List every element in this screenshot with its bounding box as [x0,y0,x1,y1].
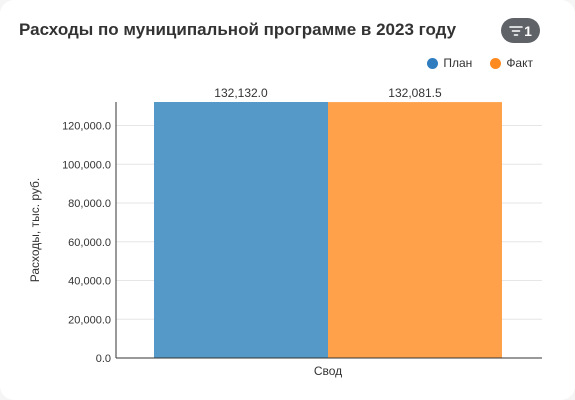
y-axis-title: Расходы, тыс. руб. [28,178,42,283]
legend-item-plan[interactable]: План [427,56,472,70]
y-tick-label: 20,000.0 [68,314,111,326]
legend-label-plan: План [443,56,473,70]
y-tick-label: 0.0 [96,353,111,365]
filter-count: 1 [524,22,532,39]
chart-title: Расходы по муниципальной программе в 202… [19,20,457,39]
y-tick-label: 60,000.0 [68,237,111,249]
y-tick-label: 80,000.0 [68,198,111,210]
y-tick-label: 100,000.0 [62,159,111,171]
filter-button[interactable]: 1 [501,18,540,43]
y-tick-label: 40,000.0 [68,276,111,288]
bar-plan[interactable] [154,102,328,358]
data-label: 132,081.5 [388,86,442,100]
data-label: 132,132.0 [214,86,268,100]
x-tick-label: Свод [314,364,342,378]
filter-icon [509,25,523,37]
y-tick-label: 120,000.0 [62,121,111,133]
legend-dot-fact [490,57,502,69]
legend-item-fact[interactable]: Факт [490,56,533,70]
chart-legend: План Факт [427,56,533,70]
legend-label-fact: Факт [506,56,533,70]
bar-fact[interactable] [328,102,502,358]
legend-dot-plan [427,57,439,69]
